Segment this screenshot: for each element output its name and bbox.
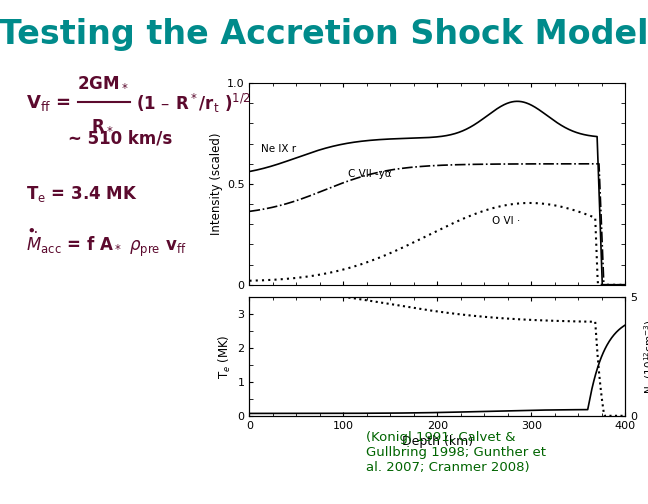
Text: 2GM$_*$: 2GM$_*$: [76, 72, 128, 90]
Y-axis label: N$_e$ (10$^{12}$cm$^{-3}$): N$_e$ (10$^{12}$cm$^{-3}$): [643, 319, 648, 394]
Text: (Konigl 1991; Calvet &
Gullbring 1998; Gunther et
al. 2007; Cranmer 2008): (Konigl 1991; Calvet & Gullbring 1998; G…: [366, 431, 546, 474]
X-axis label: Depth (km): Depth (km): [402, 435, 473, 448]
Text: C VII -yα: C VII -yα: [348, 169, 392, 179]
Text: $\bullet$: $\bullet$: [26, 222, 35, 237]
Text: ~ 510 km/s: ~ 510 km/s: [68, 130, 172, 148]
Text: Ne IX r: Ne IX r: [260, 144, 296, 154]
Text: Testing the Accretion Shock Model: Testing the Accretion Shock Model: [0, 18, 648, 50]
Text: R$_*$: R$_*$: [91, 115, 114, 133]
Y-axis label: Intensity (scaled): Intensity (scaled): [210, 133, 223, 235]
Text: T$_{\rm e}$ = 3.4 MK: T$_{\rm e}$ = 3.4 MK: [26, 184, 138, 204]
Text: O VI ·: O VI ·: [492, 216, 520, 226]
Y-axis label: T$_e$ (MK): T$_e$ (MK): [217, 334, 233, 379]
Text: (1 – R$^*$/r$_{\rm t}$ )$^{1/2}$: (1 – R$^*$/r$_{\rm t}$ )$^{1/2}$: [136, 92, 251, 115]
Text: $\dot{M}_{\rm acc}$ = f A$_*$ $\rho_{\rm pre}$ v$_{\rm ff}$: $\dot{M}_{\rm acc}$ = f A$_*$ $\rho_{\rm…: [26, 230, 187, 259]
Text: V$_{\rm ff}$ =: V$_{\rm ff}$ =: [26, 93, 71, 113]
